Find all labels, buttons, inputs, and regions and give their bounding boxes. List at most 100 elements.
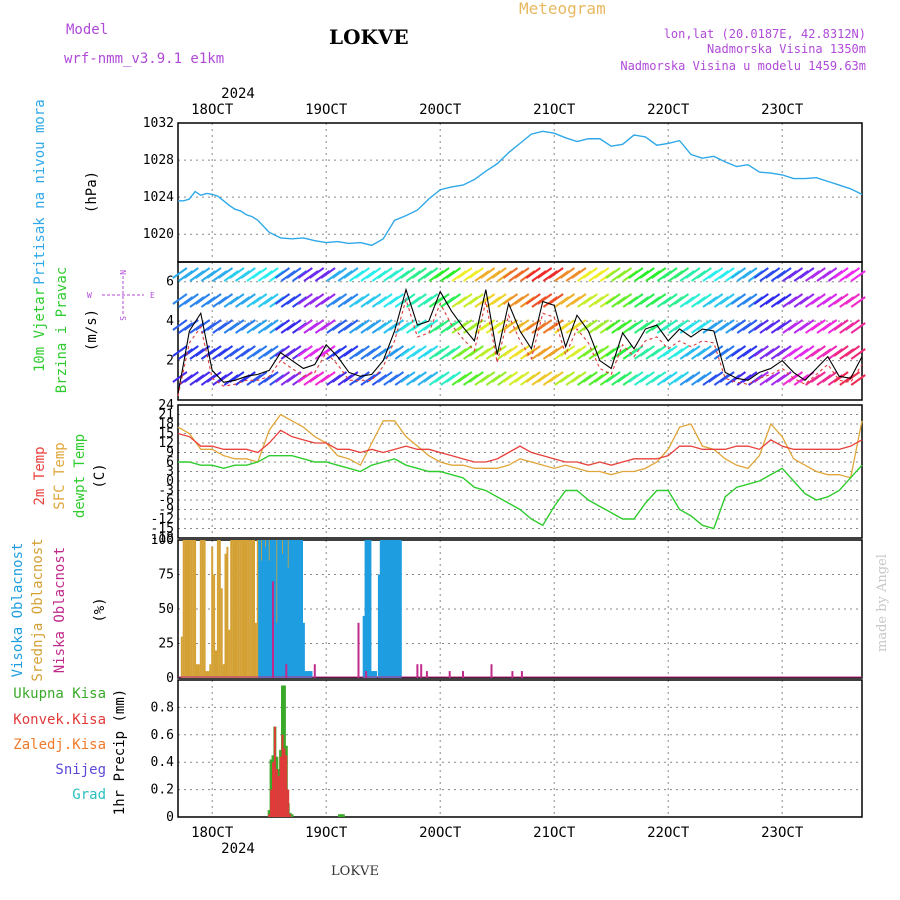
wind-barb: [673, 293, 690, 305]
cloud-bar: [211, 546, 214, 678]
wind-barb: [457, 371, 473, 383]
cloud-bar: [188, 540, 191, 678]
wind-barb: [388, 345, 405, 357]
wind-barb: [662, 293, 678, 305]
wind-barb: [331, 371, 348, 383]
wind-barb: [206, 293, 222, 305]
wind-barb: [274, 371, 291, 383]
wind-barb: [377, 293, 393, 305]
wind-barb: [320, 319, 336, 331]
mid-cloud-label: Srednja Oblacnost: [30, 538, 46, 681]
cloud-bar: [234, 540, 236, 678]
temp2m-line: [177, 429, 863, 466]
ytick-label: -12: [151, 512, 174, 527]
wind-barb: [400, 293, 416, 305]
ytick-label: 1024: [143, 190, 174, 205]
wind-barb: [571, 345, 587, 357]
wind-barb: [491, 345, 507, 357]
cloud-bar: [296, 540, 300, 678]
wind-barb: [195, 371, 211, 383]
wind-barb: [502, 371, 519, 383]
wind-barb: [468, 371, 484, 383]
wind-barb: [651, 267, 667, 279]
cloud-bar: [374, 671, 378, 678]
wind-barb: [810, 371, 826, 383]
wind-barb: [240, 371, 256, 383]
wind-barb: [719, 267, 735, 279]
wind-barb: [195, 267, 211, 279]
precip-bar: [273, 726, 276, 817]
wind-barb: [651, 371, 667, 383]
cloud-bar: [303, 671, 307, 678]
wind-barb: [605, 371, 621, 383]
ytick-label: 15: [158, 427, 174, 442]
cloud-bar: [241, 540, 244, 678]
ytick-label: 75: [158, 568, 174, 583]
cloud-bar: [425, 671, 428, 678]
wind-barb: [639, 267, 655, 279]
wind-barb: [468, 345, 484, 357]
cloud-bar: [398, 540, 402, 678]
wind-barb: [639, 293, 655, 305]
wind-barb: [514, 345, 530, 357]
ytick-label: 6: [166, 455, 174, 470]
x-tick-top: 21OCT: [533, 102, 576, 118]
wind-barb: [673, 267, 690, 279]
footer-station: LOKVE: [331, 864, 379, 879]
cloud-bar: [260, 560, 264, 678]
wind-unit: (m/s): [84, 309, 100, 351]
ytick-label: 2: [166, 354, 174, 369]
temp-unit: (C): [92, 463, 108, 488]
cloud-bar: [282, 540, 286, 678]
ytick-label: 0.2: [151, 783, 174, 798]
wind-barb: [229, 319, 245, 331]
year-bottom: 2024: [221, 841, 255, 857]
ytick-label: 1028: [143, 153, 174, 168]
sfc-temp-line: [177, 413, 863, 479]
wind-barb: [616, 371, 633, 383]
wind-barb: [491, 319, 507, 331]
ytick-label: 21: [158, 408, 174, 423]
x-tick-bottom: 19OCT: [305, 825, 348, 841]
wind-barb: [628, 293, 644, 305]
wind-barb: [651, 319, 667, 331]
wind-barb: [457, 293, 473, 305]
wind-barb: [628, 319, 644, 331]
wind-barb: [286, 345, 302, 357]
wind-barb: [799, 267, 815, 279]
wind-barb: [252, 371, 268, 383]
precip-bar: [289, 814, 292, 817]
wind-barb: [765, 267, 781, 279]
precip-legend-snow: Snijeg: [55, 762, 106, 778]
wind-barb: [343, 293, 359, 305]
wind-barb: [263, 267, 279, 279]
wind-barb: [571, 267, 587, 279]
precip-bar: [339, 814, 343, 817]
wind-barb: [491, 371, 507, 383]
cloud-bar: [220, 588, 223, 678]
wind-barb: [263, 345, 279, 357]
wind-barb: [297, 319, 313, 331]
wind-barb: [639, 319, 655, 331]
wind-barb: [354, 319, 370, 331]
cloud-bar: [196, 664, 198, 678]
wind-barb: [411, 371, 427, 383]
high-cloud-label: Visoka Oblacnost: [10, 543, 26, 678]
wind-barb: [411, 267, 427, 279]
wind-barb: [571, 371, 587, 383]
wind-barb: [502, 319, 519, 331]
wind-barb: [605, 293, 621, 305]
model-elevation-text: Nadmorska Visina u modelu 1459.63m: [620, 59, 866, 73]
wind-barbs: [172, 267, 866, 386]
cloud-bar: [300, 540, 303, 678]
wind-barb: [730, 267, 747, 279]
wind-barb: [400, 345, 416, 357]
wind-barb: [822, 293, 838, 305]
wind-barb: [434, 293, 450, 305]
precip-legend-total: Ukupna Kisa: [13, 686, 106, 702]
x-tick-bottom: 18OCT: [191, 825, 234, 841]
cloud-bar: [379, 540, 383, 678]
cloud-bar: [366, 540, 370, 678]
cloud-bar: [290, 540, 294, 678]
wind-barb: [582, 267, 598, 279]
